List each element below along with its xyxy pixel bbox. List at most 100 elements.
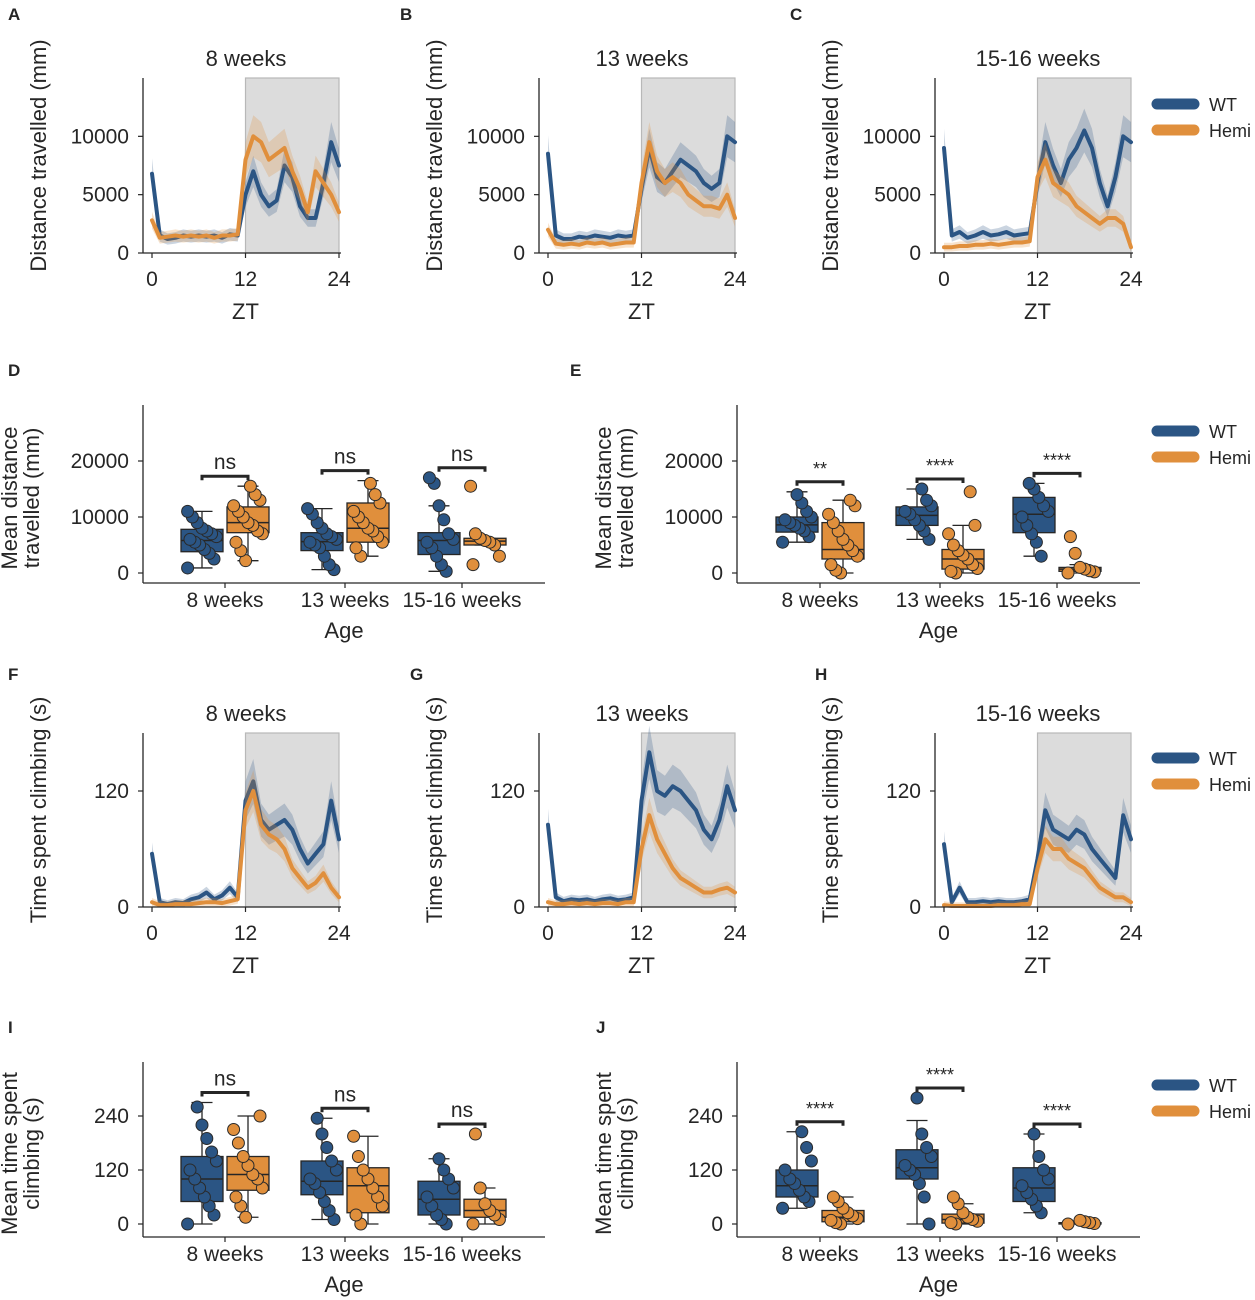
data-point-wt [195, 1118, 209, 1132]
significance-bracket [1032, 471, 1082, 478]
chart-title: 8 weeks [206, 701, 287, 726]
data-point-wt [778, 513, 792, 527]
x-tick-label: 13 weeks [896, 589, 985, 612]
data-point-hemi [1068, 546, 1082, 560]
x-tick-label: 0 [542, 268, 554, 291]
y-axis-label: climbing (s) [613, 1097, 638, 1209]
chart-title: 13 weeks [596, 701, 689, 726]
x-axis-label: ZT [628, 299, 655, 324]
data-point-wt [1037, 1163, 1051, 1177]
panel-A: 0 5000 10000 0 12 24 ZT Distance travelled (mm)… [26, 39, 351, 324]
data-point-wt [422, 471, 436, 485]
panel-letter: E [570, 361, 581, 380]
data-point-hemi [351, 1150, 365, 1163]
data-point-wt [205, 1145, 219, 1159]
y-tick-label: 0 [711, 1213, 723, 1236]
data-point-hemi [466, 1217, 480, 1231]
y-tick-label: 240 [94, 1105, 129, 1128]
y-tick-label: 0 [711, 562, 723, 585]
series-line-hemi [942, 157, 1133, 250]
significance-label: **** [1043, 1101, 1071, 1121]
significance-label: ns [451, 1099, 473, 1122]
legend-label-wt: WT [1209, 749, 1237, 769]
panel-F: 0 120 0 12 24 ZT Time spent climbing (s) 8 week… [26, 697, 351, 978]
series-line-hemi [150, 789, 341, 908]
significance-label: **** [806, 1099, 834, 1119]
data-point-wt [790, 488, 804, 502]
data-point-wt [920, 1141, 934, 1154]
data-point-hemi [822, 507, 836, 521]
data-point-wt [183, 1163, 197, 1177]
x-axis-label: Age [919, 1272, 958, 1297]
panel-letter: H [815, 665, 827, 684]
chart-title: 15-16 weeks [976, 701, 1101, 726]
data-point-hemi [824, 1213, 838, 1227]
data-point-wt [181, 561, 195, 575]
y-axis-label: Distance travelled (mm) [422, 39, 447, 271]
x-axis-label: ZT [1024, 953, 1051, 978]
significance-bracket [1032, 1122, 1082, 1128]
x-axis-label: ZT [1024, 299, 1051, 324]
data-point-hemi [1073, 1213, 1087, 1227]
x-tick-label: 24 [1119, 268, 1143, 291]
y-tick-label: 0 [117, 562, 129, 585]
data-point-hemi [231, 1136, 245, 1150]
series-line-wt [942, 808, 1133, 905]
significance-bracket [915, 1086, 965, 1092]
data-point-hemi [468, 1127, 482, 1141]
data-point-hemi [227, 1123, 241, 1136]
y-tick-label: 240 [688, 1105, 723, 1128]
data-point-wt [181, 1217, 195, 1231]
y-tick-label: 120 [94, 780, 129, 803]
data-point-hemi [229, 1190, 243, 1204]
series-band-wt [152, 759, 339, 907]
legend: WT Hemi [1151, 422, 1251, 468]
y-tick-label: 120 [490, 780, 525, 803]
legend-label-hemi: Hemi [1209, 448, 1251, 468]
x-axis-label: ZT [232, 953, 259, 978]
data-point-wt [915, 482, 929, 496]
x-tick-label: 12 [1026, 922, 1049, 945]
x-tick-label: 12 [234, 922, 257, 945]
x-tick-label: 24 [1119, 922, 1143, 945]
series-line-hemi [942, 837, 1133, 908]
panel-B: 0 5000 10000 0 12 24 ZT Distance travelled (mm)… [422, 39, 747, 324]
y-axis-label: Distance travelled (mm) [26, 39, 51, 271]
y-axis-label: Mean distance [591, 426, 616, 569]
y-tick-label: 0 [117, 896, 129, 919]
data-point-hemi [826, 1190, 840, 1204]
series-band-hemi [152, 115, 339, 244]
data-point-wt [776, 535, 790, 549]
data-point-hemi [942, 527, 956, 541]
data-point-wt [437, 513, 451, 527]
data-point-wt [1034, 549, 1048, 563]
significance-label: ns [334, 446, 356, 469]
x-tick-label: 0 [938, 922, 950, 945]
data-point-wt [778, 1163, 792, 1177]
panel-D: ns ns ns 0 10000 20000 8 weeks 13 weeks 15-16 we… [0, 405, 545, 643]
significance-bracket [795, 1120, 845, 1126]
x-tick-label: 24 [723, 268, 747, 291]
data-point-wt [301, 502, 315, 516]
x-tick-label: 24 [327, 268, 351, 291]
x-tick-label: 15-16 weeks [402, 1243, 521, 1266]
x-tick-label: 8 weeks [186, 1243, 263, 1266]
x-tick-label: 24 [327, 922, 351, 945]
data-point-hemi [236, 1150, 250, 1163]
significance-bracket [200, 1091, 250, 1097]
data-point-hemi [843, 493, 857, 507]
data-point-hemi [824, 558, 838, 572]
x-axis-label: ZT [628, 953, 655, 978]
legend-label-hemi: Hemi [1209, 121, 1251, 141]
x-tick-label: 0 [146, 268, 158, 291]
x-tick-label: 12 [630, 268, 653, 291]
legend-label-wt: WT [1209, 95, 1237, 115]
panel-letter: G [410, 665, 423, 684]
data-point-wt [303, 1172, 317, 1186]
data-point-wt [910, 1091, 924, 1105]
x-axis-label: Age [919, 618, 958, 643]
significance-bracket [437, 466, 487, 472]
data-point-wt [303, 535, 317, 549]
data-point-wt [325, 1154, 339, 1168]
